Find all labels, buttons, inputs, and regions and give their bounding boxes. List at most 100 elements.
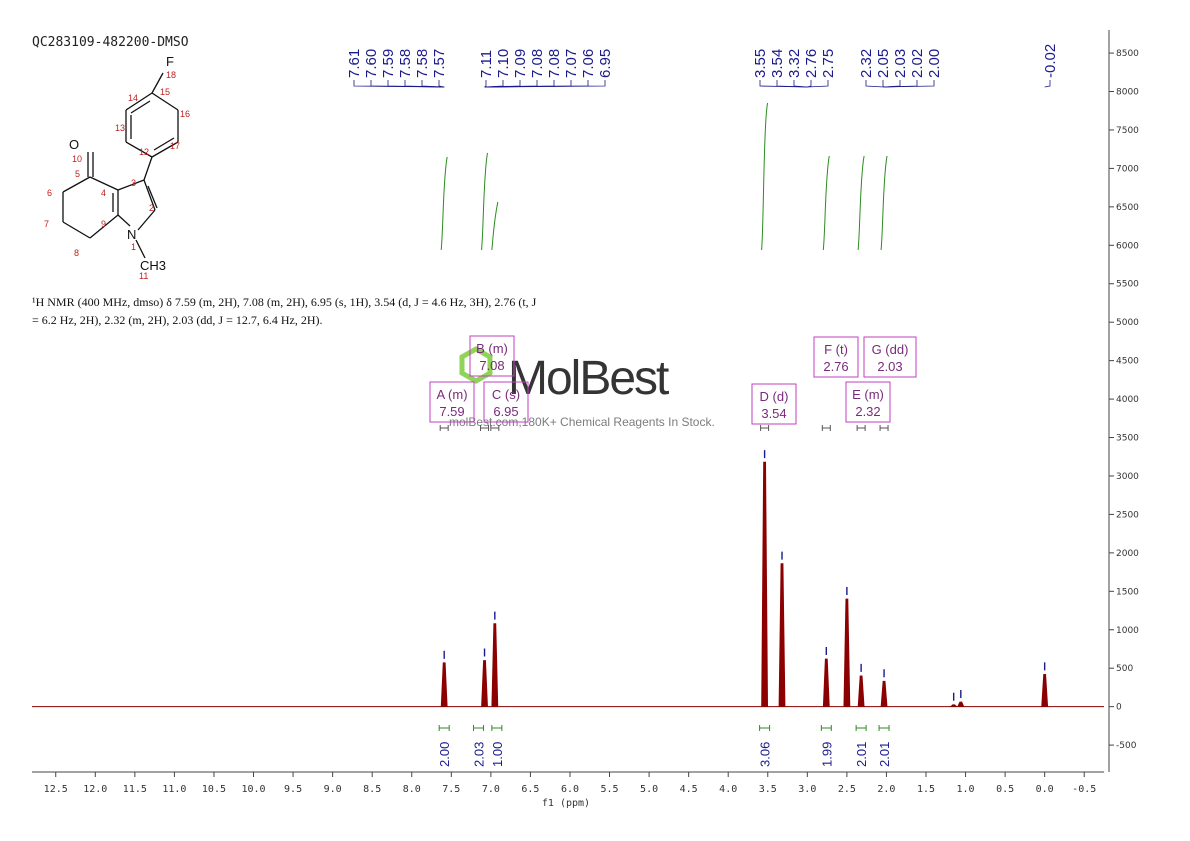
atom-ch3: CH3: [140, 258, 166, 273]
y-tick-label: 4000: [1116, 395, 1139, 405]
x-tick-label: 12.0: [83, 784, 107, 795]
multiplet-shift: 6.95: [493, 404, 518, 419]
y-tick-label: 3000: [1116, 472, 1139, 482]
integral-curve: [481, 152, 489, 251]
x-tick-label: 7.0: [482, 784, 500, 795]
integral-value: 2.01: [854, 742, 869, 767]
integral-value: 3.06: [758, 742, 773, 767]
y-tick-label: 2000: [1116, 549, 1139, 559]
multiplet-box: [845, 381, 891, 423]
x-tick-label: 7.5: [442, 784, 460, 795]
atom-o: O: [69, 137, 79, 152]
peak-label: 3.55: [752, 49, 769, 78]
peak-label: 7.06: [580, 49, 597, 78]
peak-label: 7.59: [380, 49, 397, 78]
peak-label: 7.10: [495, 49, 512, 78]
y-tick-label: 2500: [1116, 510, 1139, 520]
axes: 12.5 12.0 11.5 11.0 10.5 10.0 9.5 9.0 8.5 8.0 7.5 7…: [32, 30, 1139, 795]
integral-value: 2.00: [437, 742, 452, 767]
watermark-tagline: molBest.com,180K+ Chemical Reagents In S…: [449, 415, 715, 429]
multiplet-label: D (d): [760, 389, 789, 404]
svg-text:6: 6: [47, 188, 52, 198]
peak-label: 7.09: [512, 49, 529, 78]
peak-leader: [865, 80, 885, 88]
y-tick-label: 6000: [1116, 241, 1139, 251]
svg-text:16: 16: [180, 109, 190, 119]
x-tick-label: 3.5: [759, 784, 777, 795]
peak-label: 2.05: [875, 49, 892, 78]
spectrum-peak: [822, 658, 830, 708]
y-tick-label: 500: [1116, 664, 1133, 674]
y-tick-label: 8500: [1116, 49, 1139, 59]
x-tick-label: 11.5: [123, 784, 147, 795]
atom-n: N: [127, 227, 136, 242]
x-axis-label: f1 (ppm): [542, 798, 590, 809]
multiplet-box: [751, 383, 797, 425]
y-tick-label: -500: [1116, 741, 1137, 751]
svg-text:3: 3: [131, 178, 136, 188]
spectrum-peak: [957, 701, 965, 708]
svg-text:1: 1: [131, 242, 136, 252]
x-tick-label: 5.5: [601, 784, 619, 795]
peak-label: 7.57: [431, 49, 448, 78]
peak-label: 2.76: [803, 49, 820, 78]
y-tick-label: 7500: [1116, 126, 1139, 136]
peak-leader: [484, 80, 487, 88]
integral-curve: [491, 201, 499, 251]
spectrum-peak: [491, 623, 499, 708]
y-tick-label: 3500: [1116, 434, 1139, 444]
watermark: MolBest molBest.com,180K+ Chemical Reage…: [449, 346, 715, 429]
multiplet-label: C (s): [492, 387, 520, 402]
x-tick-label: 10.0: [241, 784, 265, 795]
peak-label: 2.00: [926, 49, 943, 78]
peak-label: 7.07: [563, 49, 580, 78]
svg-text:17: 17: [170, 141, 180, 151]
multiplet-shift: 2.03: [877, 359, 902, 374]
x-tick-label: 8.0: [403, 784, 421, 795]
peak-leader: [884, 80, 918, 88]
x-tick-label: 2.5: [838, 784, 856, 795]
peak-label: 7.58: [414, 49, 431, 78]
peak-leader: [882, 80, 885, 88]
peak-leader: [793, 80, 808, 88]
spectrum-peak: [843, 598, 851, 708]
multiplet-box: [813, 336, 859, 378]
spectrum-peak: [857, 675, 865, 708]
x-tick-label: 4.5: [680, 784, 698, 795]
multiplet-boxes: A (m) 7.59 B (m) 7.08 C (s) 6.95 D (d) 3.54 E (m…: [429, 335, 917, 431]
multiplet-label: G (dd): [872, 342, 909, 357]
multiplet-label: E (m): [852, 387, 884, 402]
y-tick-label: 1000: [1116, 626, 1139, 636]
integral-curve: [761, 102, 769, 251]
peak-label: -0.02: [1042, 44, 1059, 78]
peak-leader: [776, 80, 808, 88]
x-tick-label: 3.0: [798, 784, 816, 795]
multiplet-shift: 2.76: [823, 359, 848, 374]
x-tick-label: 9.0: [324, 784, 342, 795]
x-tick-label: -0.5: [1072, 784, 1096, 795]
nmr-description-line1: ¹H NMR (400 MHz, dmso) δ 7.59 (m, 2H), 7…: [32, 295, 537, 309]
peak-label: 7.61: [346, 49, 363, 78]
peak-leader: [884, 80, 901, 88]
integral-value: 2.01: [877, 742, 892, 767]
svg-text:13: 13: [115, 123, 125, 133]
svg-text:8: 8: [74, 248, 79, 258]
multiplet-shift: 7.08: [479, 358, 504, 373]
x-tick-label: 0.0: [1036, 784, 1054, 795]
integral-value: 1.99: [819, 742, 834, 767]
integral-curve: [822, 155, 830, 251]
multiplet-label: B (m): [476, 341, 508, 356]
spectrum-peak: [440, 662, 448, 708]
x-tick-label: 0.5: [996, 784, 1014, 795]
y-tick-label: 8000: [1116, 88, 1139, 98]
spectrum-peak: [761, 461, 769, 708]
peak-label: 3.32: [786, 49, 803, 78]
svg-text:10: 10: [72, 154, 82, 164]
svg-text:15: 15: [160, 87, 170, 97]
sample-title: QC283109-482200-DMSO: [32, 35, 189, 50]
x-tick-label: 8.5: [363, 784, 381, 795]
multiplet-box: [483, 381, 529, 423]
integral-curve: [857, 155, 865, 251]
integral-curve: [440, 156, 448, 251]
multiplet-box: [863, 336, 917, 378]
